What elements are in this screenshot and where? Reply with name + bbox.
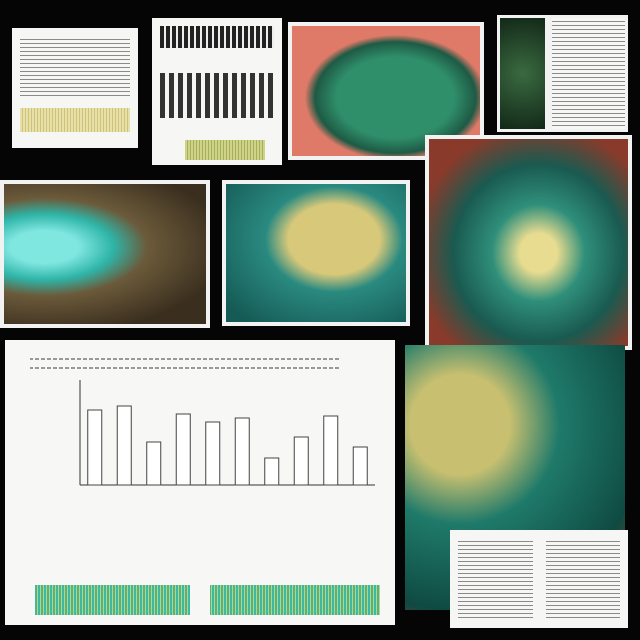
image (429, 139, 628, 346)
bar (175, 413, 191, 486)
bar (323, 415, 339, 486)
text-block (20, 36, 130, 96)
bar (116, 405, 132, 486)
image (226, 184, 406, 322)
image (4, 184, 206, 324)
bar (234, 417, 250, 486)
title-block (30, 352, 340, 370)
bar (352, 446, 368, 486)
text-block (458, 538, 533, 618)
strip (35, 585, 190, 615)
text-block (552, 18, 625, 129)
bar (146, 441, 162, 486)
text-block (546, 538, 620, 618)
image (500, 18, 545, 129)
bar (87, 409, 103, 486)
strip (185, 140, 265, 160)
image-frame (222, 180, 410, 326)
bar-figure (5, 340, 395, 625)
paper-chart (152, 18, 282, 165)
strip (20, 108, 130, 132)
strip (210, 585, 380, 615)
bars (160, 73, 274, 118)
bar (205, 421, 221, 486)
image-frame (425, 135, 632, 350)
bar (293, 436, 309, 486)
image (292, 26, 480, 156)
image-frame (0, 180, 210, 328)
image-frame (497, 15, 628, 132)
bar (264, 457, 280, 486)
paper-sheet (450, 530, 628, 628)
paper-sheet (12, 28, 138, 148)
header-bars (160, 26, 274, 48)
image-frame (288, 22, 484, 160)
